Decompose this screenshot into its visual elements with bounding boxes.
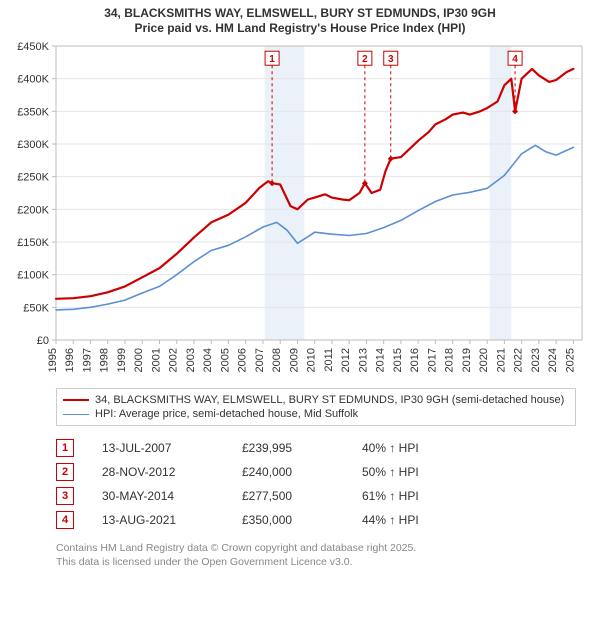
svg-text:1995: 1995 <box>47 348 59 372</box>
sale-badge: 1 <box>56 439 74 457</box>
svg-text:2023: 2023 <box>530 348 542 372</box>
sale-row: 2 28-NOV-2012£240,00050% ↑ HPI <box>56 460 590 484</box>
sale-price: £240,000 <box>242 465 362 479</box>
svg-text:2008: 2008 <box>271 348 283 372</box>
chart-title: 34, BLACKSMITHS WAY, ELMSWELL, BURY ST E… <box>10 6 590 36</box>
svg-text:2016: 2016 <box>409 348 421 372</box>
legend-swatch <box>63 414 89 415</box>
sale-date: 30-MAY-2014 <box>102 489 242 503</box>
sale-price: £277,500 <box>242 489 362 503</box>
svg-text:2009: 2009 <box>288 348 300 372</box>
svg-text:£0: £0 <box>37 335 49 347</box>
svg-text:2: 2 <box>362 54 368 65</box>
svg-text:2019: 2019 <box>461 348 473 372</box>
footnote-line-2: This data is licensed under the Open Gov… <box>56 556 590 570</box>
sale-row: 1 13-JUL-2007£239,99540% ↑ HPI <box>56 436 590 460</box>
svg-text:£350K: £350K <box>17 106 49 118</box>
svg-text:2000: 2000 <box>133 348 145 372</box>
legend-swatch <box>63 399 89 401</box>
sale-price: £239,995 <box>242 441 362 455</box>
svg-text:1997: 1997 <box>81 348 93 372</box>
sale-row: 3 30-MAY-2014£277,50061% ↑ HPI <box>56 484 590 508</box>
svg-text:2020: 2020 <box>478 348 490 372</box>
svg-text:2018: 2018 <box>444 348 456 372</box>
svg-text:2007: 2007 <box>254 348 266 372</box>
sale-hpi: 50% ↑ HPI <box>362 465 482 479</box>
sale-date: 13-JUL-2007 <box>102 441 242 455</box>
svg-text:£400K: £400K <box>17 74 49 86</box>
svg-text:2013: 2013 <box>357 348 369 372</box>
sale-date: 28-NOV-2012 <box>102 465 242 479</box>
svg-text:2017: 2017 <box>426 348 438 372</box>
sale-badge: 2 <box>56 463 74 481</box>
svg-text:£250K: £250K <box>17 172 49 184</box>
svg-text:2024: 2024 <box>547 348 559 372</box>
svg-text:1998: 1998 <box>99 348 111 372</box>
title-line-2: Price paid vs. HM Land Registry's House … <box>10 21 590 36</box>
legend-item: 34, BLACKSMITHS WAY, ELMSWELL, BURY ST E… <box>63 393 569 407</box>
sale-badge: 3 <box>56 487 74 505</box>
svg-text:2021: 2021 <box>495 348 507 372</box>
svg-text:2014: 2014 <box>375 348 387 372</box>
svg-text:2003: 2003 <box>185 348 197 372</box>
svg-text:2011: 2011 <box>323 348 335 372</box>
sale-price: £350,000 <box>242 513 362 527</box>
sale-date: 13-AUG-2021 <box>102 513 242 527</box>
chart-svg: £0 £50K £100K £150K £200K £250K £300K £350K £400… <box>10 40 590 380</box>
sale-row: 4 13-AUG-2021£350,00044% ↑ HPI <box>56 508 590 532</box>
footnote-line-1: Contains HM Land Registry data © Crown c… <box>56 542 590 556</box>
price-chart: £0 £50K £100K £150K £200K £250K £300K £350K £400… <box>10 40 590 380</box>
svg-text:£450K: £450K <box>17 41 49 53</box>
sale-hpi: 44% ↑ HPI <box>362 513 482 527</box>
legend: 34, BLACKSMITHS WAY, ELMSWELL, BURY ST E… <box>56 388 576 426</box>
sale-hpi: 61% ↑ HPI <box>362 489 482 503</box>
svg-text:2006: 2006 <box>237 348 249 372</box>
legend-label: HPI: Average price, semi-detached house,… <box>95 408 358 420</box>
svg-text:2002: 2002 <box>168 348 180 372</box>
legend-item: HPI: Average price, semi-detached house,… <box>63 407 569 421</box>
svg-text:1999: 1999 <box>116 348 128 372</box>
svg-text:£100K: £100K <box>17 270 49 282</box>
svg-text:£50K: £50K <box>23 302 49 314</box>
svg-text:£200K: £200K <box>17 204 49 216</box>
svg-text:2012: 2012 <box>340 348 352 372</box>
svg-text:2025: 2025 <box>564 348 576 372</box>
sale-badge: 4 <box>56 511 74 529</box>
svg-text:2010: 2010 <box>306 348 318 372</box>
title-line-1: 34, BLACKSMITHS WAY, ELMSWELL, BURY ST E… <box>10 6 590 21</box>
svg-text:1: 1 <box>269 54 275 65</box>
svg-text:2005: 2005 <box>219 348 231 372</box>
svg-text:£300K: £300K <box>17 139 49 151</box>
svg-text:3: 3 <box>388 54 394 65</box>
svg-text:2015: 2015 <box>392 348 404 372</box>
sale-hpi: 40% ↑ HPI <box>362 441 482 455</box>
svg-text:1996: 1996 <box>64 348 76 372</box>
svg-text:£150K: £150K <box>17 237 49 249</box>
attribution-footnote: Contains HM Land Registry data © Crown c… <box>56 542 590 569</box>
sales-table: 1 13-JUL-2007£239,99540% ↑ HPI 2 28-NOV-201… <box>56 436 590 532</box>
svg-text:2022: 2022 <box>513 348 525 372</box>
svg-text:4: 4 <box>512 54 518 65</box>
legend-label: 34, BLACKSMITHS WAY, ELMSWELL, BURY ST E… <box>95 394 564 406</box>
svg-text:2004: 2004 <box>202 348 214 372</box>
svg-text:2001: 2001 <box>150 348 162 372</box>
